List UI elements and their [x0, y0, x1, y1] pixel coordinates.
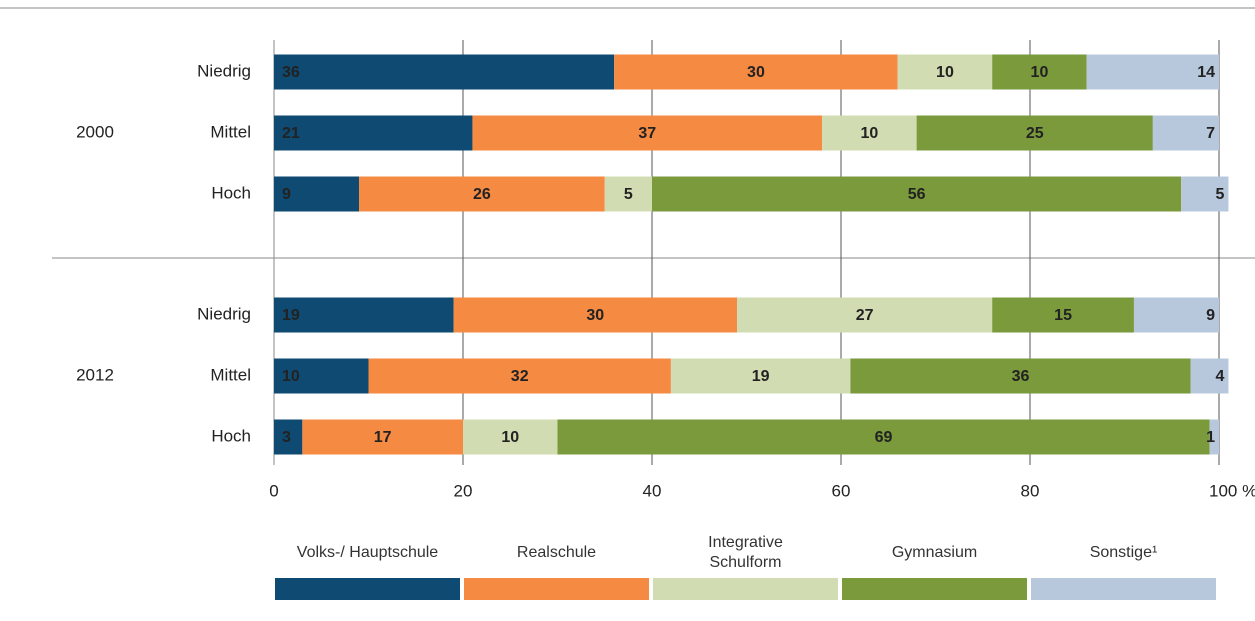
value-label: 9 [1206, 307, 1215, 324]
bar-segment [274, 358, 369, 394]
value-label: 1 [1206, 429, 1215, 446]
value-label: 10 [860, 125, 878, 142]
bar-segment [359, 176, 605, 212]
value-label: 36 [282, 64, 300, 81]
group-label: 2000 [76, 122, 114, 141]
bar-segment [652, 176, 1182, 212]
value-label: 10 [501, 429, 519, 446]
value-label: 27 [856, 307, 874, 324]
x-tick-label: 80 [1021, 481, 1040, 500]
value-label: 30 [747, 64, 765, 81]
category-label: Mittel [210, 365, 251, 384]
legend-label: Gymnasium [891, 544, 978, 561]
value-label: 19 [282, 307, 300, 324]
legend-swatch [275, 578, 460, 600]
bar-segment [897, 54, 993, 90]
bar-segment [604, 176, 652, 212]
value-label: 37 [638, 125, 656, 142]
x-tick-label: 40 [643, 481, 662, 500]
value-label: 3 [282, 429, 291, 446]
bar-segment [737, 297, 993, 333]
bar-segment [1190, 358, 1229, 394]
category-label: Niedrig [197, 304, 251, 323]
value-label: 25 [1026, 125, 1044, 142]
value-label: 19 [752, 368, 770, 385]
x-tick-label: 20 [454, 481, 473, 500]
legend: Volks-/ Hauptschule Realschule Integrative… [275, 528, 1219, 600]
value-label: 10 [1031, 64, 1049, 81]
category-label: Hoch [211, 426, 251, 445]
bar-segment [1209, 419, 1219, 455]
value-label: 5 [1216, 186, 1225, 203]
value-label: 10 [936, 64, 954, 81]
value-label: 26 [473, 186, 491, 203]
bar-segment [992, 297, 1134, 333]
value-label: 10 [282, 368, 300, 385]
bar-segment [1133, 297, 1219, 333]
category-label: Mittel [210, 122, 251, 141]
value-label: 5 [624, 186, 633, 203]
bar-segment [822, 115, 917, 151]
bar-segment [992, 54, 1087, 90]
legend-swatch [653, 578, 838, 600]
value-label: 7 [1206, 125, 1215, 142]
bar-segment [614, 54, 898, 90]
legend-swatch [842, 578, 1027, 600]
bar-segment [274, 176, 360, 212]
value-label: 14 [1197, 64, 1215, 81]
value-label: 15 [1054, 307, 1072, 324]
value-label: 30 [586, 307, 604, 324]
legend-label: Realschule [516, 544, 597, 561]
value-label: 69 [875, 429, 893, 446]
legend-item: Sonstige¹ [1031, 528, 1216, 600]
bar-segment [453, 297, 738, 333]
bar-segment [274, 297, 454, 333]
legend-label: Integrative Schulform [708, 534, 783, 571]
bar-segment [463, 419, 558, 455]
x-tick-label: 60 [832, 481, 851, 500]
bar-segment [274, 115, 473, 151]
legend-label: Volks-/ Hauptschule [296, 544, 439, 561]
legend-swatch [464, 578, 649, 600]
bar-segment [274, 54, 615, 90]
bar-segment [1181, 176, 1229, 212]
bar-segment [850, 358, 1191, 394]
value-label: 17 [374, 429, 392, 446]
category-label: Hoch [211, 183, 251, 202]
value-label: 4 [1216, 368, 1225, 385]
bar-segment [916, 115, 1153, 151]
legend-item: Realschule [464, 528, 649, 600]
legend-item: Gymnasium [842, 528, 1027, 600]
bar-segment [557, 419, 1210, 455]
bar-segment [670, 358, 851, 394]
bar-segment [302, 419, 463, 455]
bar-segment [472, 115, 823, 151]
value-label: 36 [1012, 368, 1030, 385]
category-label: Niedrig [197, 61, 251, 80]
legend-item: Integrative Schulform [653, 528, 838, 600]
legend-item: Volks-/ Hauptschule [275, 528, 460, 600]
value-label: 9 [282, 186, 291, 203]
bar-segment [1152, 115, 1219, 151]
legend-swatch [1031, 578, 1216, 600]
value-label: 32 [511, 368, 529, 385]
x-tick-label: 100 % [1209, 481, 1255, 500]
legend-label: Sonstige¹ [1089, 544, 1158, 561]
x-tick-label: 0 [269, 481, 278, 500]
group-label: 2012 [76, 365, 114, 384]
value-label: 21 [282, 125, 300, 142]
bar-segment [368, 358, 671, 394]
bar-segment [1086, 54, 1219, 90]
value-label: 56 [908, 186, 926, 203]
bar-segment [274, 419, 303, 455]
